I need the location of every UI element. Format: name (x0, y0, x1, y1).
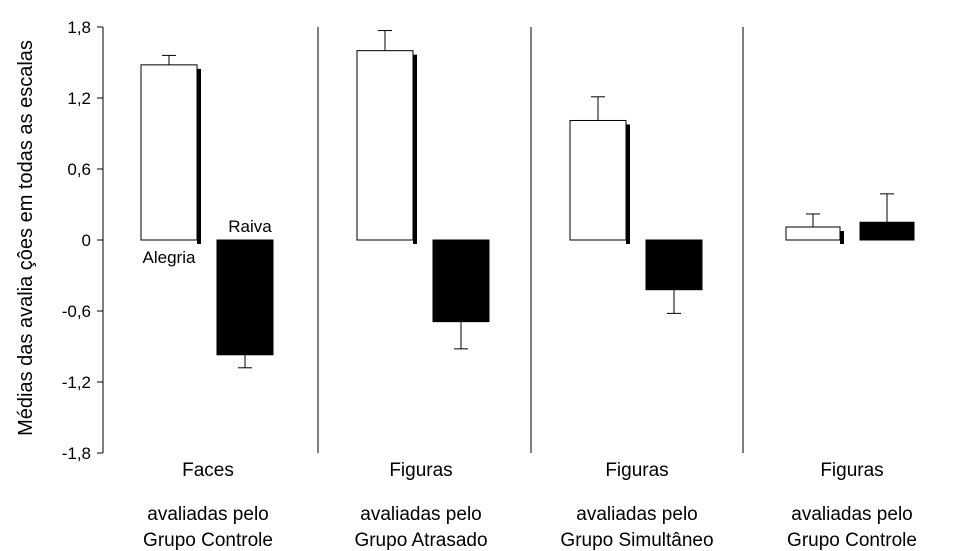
group-label-line2: avaliadas pelo (360, 504, 481, 525)
y-tick-label: -1,2 (62, 373, 91, 392)
bar-raiva (432, 239, 490, 323)
y-axis-label: Médias das avalia çôes em todas as escal… (15, 40, 37, 436)
group-label-line1: Faces (182, 460, 234, 481)
group-label-line3: Grupo Controle (787, 530, 917, 551)
bar-shadow (197, 68, 201, 244)
bar-raiva (216, 239, 274, 356)
y-tick-label: -1,8 (62, 444, 91, 463)
bar-raiva (645, 239, 703, 291)
bar-shadow (413, 54, 417, 244)
y-tick-label: 1,8 (67, 18, 91, 37)
group-label-line1: Figuras (820, 460, 883, 481)
bar-alegria (569, 119, 627, 241)
bar-raiva (859, 221, 915, 241)
bar-alegria (785, 226, 841, 241)
y-tick-label: -0,6 (62, 302, 91, 321)
y-tick-label: 0 (82, 231, 91, 250)
y-tick-label: 1,2 (67, 89, 91, 108)
group-label-line3: Grupo Atrasado (354, 530, 487, 551)
bars (140, 30, 915, 369)
bar-shadow (840, 230, 844, 244)
axes: 1,8 1,2 0,6 0 -0,6 -1,2 -1,8 (62, 18, 744, 463)
group-label-line3: Grupo Controle (143, 530, 273, 551)
group-label-line2: avaliadas pelo (576, 504, 697, 525)
group-label-line1: Figuras (389, 460, 452, 481)
group-label-line2: avaliadas pelo (147, 504, 268, 525)
group-label-line1: Figuras (605, 460, 668, 481)
group-label-line2: avaliadas pelo (791, 504, 912, 525)
labels: Alegria Raiva Faces avaliadas pelo Grupo Con… (143, 217, 917, 551)
series-label-alegria: Alegria (143, 248, 196, 267)
series-label-raiva: Raiva (228, 217, 272, 236)
y-tick-label: 0,6 (67, 160, 91, 179)
bar-shadow (626, 124, 630, 244)
bar-alegria (140, 64, 198, 241)
bar-alegria (356, 50, 414, 241)
group-label-line3: Grupo Simultâneo (560, 530, 713, 551)
